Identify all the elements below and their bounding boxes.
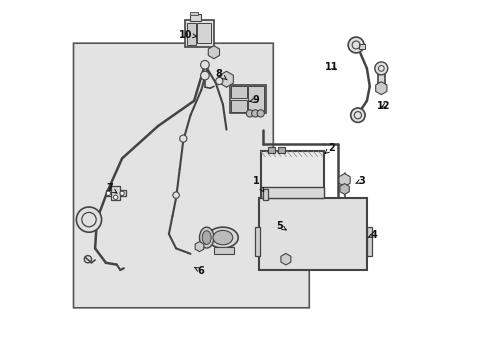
Bar xyxy=(213,247,233,254)
Text: 8: 8 xyxy=(215,69,226,80)
Text: 11: 11 xyxy=(324,62,338,72)
Bar xyxy=(377,68,384,85)
Bar xyxy=(230,100,246,112)
Circle shape xyxy=(347,37,363,53)
Circle shape xyxy=(179,135,186,142)
Bar xyxy=(111,186,120,200)
Bar xyxy=(230,86,246,98)
Circle shape xyxy=(215,77,223,85)
Circle shape xyxy=(200,60,209,69)
Bar xyxy=(260,151,323,198)
Bar xyxy=(262,189,267,200)
Circle shape xyxy=(120,191,124,195)
Circle shape xyxy=(200,71,209,80)
Text: 12: 12 xyxy=(377,101,390,111)
Circle shape xyxy=(106,191,110,195)
Circle shape xyxy=(246,110,253,117)
Circle shape xyxy=(257,110,264,117)
Bar xyxy=(277,147,285,153)
Bar xyxy=(358,44,365,49)
Text: 9: 9 xyxy=(249,95,259,105)
Bar xyxy=(267,147,275,153)
Text: 10: 10 xyxy=(179,30,196,40)
Text: 1: 1 xyxy=(252,176,263,192)
Bar xyxy=(366,227,371,256)
Bar xyxy=(190,12,197,15)
Ellipse shape xyxy=(202,231,211,244)
Ellipse shape xyxy=(199,227,213,248)
Bar xyxy=(185,20,213,47)
Circle shape xyxy=(113,195,118,199)
Circle shape xyxy=(76,207,102,232)
Circle shape xyxy=(350,108,365,122)
Bar xyxy=(197,23,211,43)
Ellipse shape xyxy=(207,227,238,248)
Text: 7: 7 xyxy=(106,183,117,193)
Bar xyxy=(258,198,366,270)
Bar xyxy=(106,190,125,196)
Circle shape xyxy=(374,62,387,75)
Bar xyxy=(186,23,196,45)
Text: 4: 4 xyxy=(367,230,377,240)
Text: 3: 3 xyxy=(355,176,365,186)
Bar xyxy=(189,14,200,21)
Circle shape xyxy=(172,192,179,198)
Bar xyxy=(260,187,323,198)
Polygon shape xyxy=(73,43,309,308)
Text: 2: 2 xyxy=(325,143,334,153)
Bar xyxy=(247,86,264,112)
Bar xyxy=(230,85,265,113)
Bar xyxy=(254,227,259,256)
Ellipse shape xyxy=(213,230,232,245)
Circle shape xyxy=(251,110,258,117)
Text: 6: 6 xyxy=(194,266,203,276)
Text: 5: 5 xyxy=(276,221,285,231)
